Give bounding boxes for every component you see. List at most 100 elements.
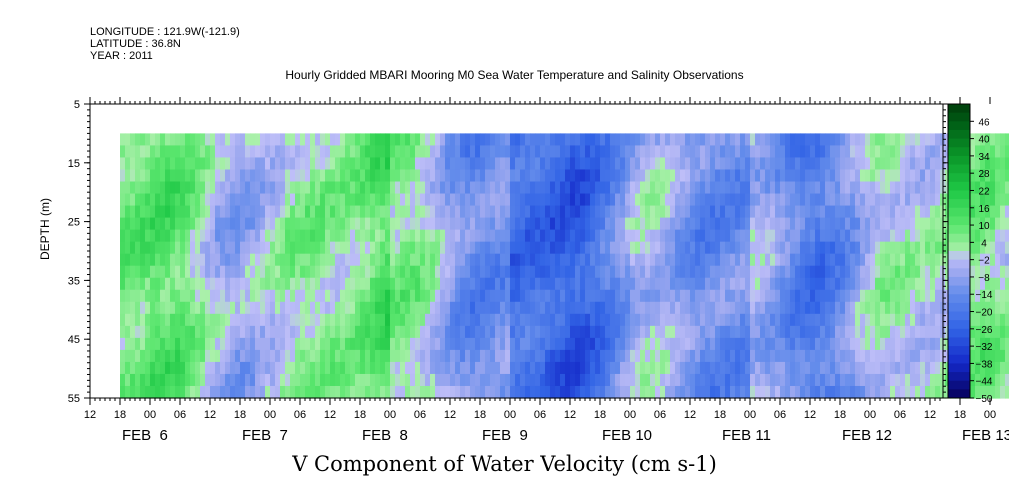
heatmap-cell	[575, 181, 581, 195]
heatmap-cell	[135, 325, 141, 339]
heatmap-cell	[355, 349, 361, 363]
heatmap-cell	[450, 301, 456, 315]
heatmap-cell	[280, 157, 286, 171]
heatmap-cell	[855, 193, 861, 207]
heatmap-cell	[400, 373, 406, 387]
heatmap-cell	[475, 205, 481, 219]
heatmap-cell	[775, 217, 781, 231]
heatmap-cell	[860, 373, 866, 387]
heatmap-cell	[600, 325, 606, 339]
heatmap-cell	[840, 289, 846, 303]
heatmap-cell	[715, 337, 721, 351]
heatmap-cell	[130, 277, 136, 291]
heatmap-cell	[705, 145, 711, 159]
heatmap-cell	[510, 289, 516, 303]
heatmap-cell	[515, 145, 521, 159]
heatmap-cell	[730, 157, 736, 171]
heatmap-cell	[310, 277, 316, 291]
heatmap-cell	[805, 265, 811, 279]
heatmap-cell	[685, 337, 691, 351]
heatmap-cell	[410, 241, 416, 255]
x-tick-label: 06	[774, 409, 786, 421]
heatmap-cell	[850, 205, 856, 219]
heatmap-cell	[460, 253, 466, 267]
heatmap-cell	[575, 277, 581, 291]
heatmap-cell	[920, 361, 926, 375]
heatmap-cell	[1005, 229, 1009, 243]
heatmap-cell	[740, 145, 746, 159]
heatmap-cell	[145, 373, 151, 387]
heatmap-cell	[990, 277, 996, 291]
heatmap-cell	[930, 337, 936, 351]
heatmap-cell	[655, 133, 661, 147]
heatmap-cell	[915, 205, 921, 219]
heatmap-cell	[900, 133, 906, 147]
heatmap-cell	[835, 325, 841, 339]
heatmap-cell	[905, 145, 911, 159]
heatmap-cell	[405, 349, 411, 363]
heatmap-cell	[290, 265, 296, 279]
heatmap-cell	[970, 337, 976, 351]
heatmap-cell	[840, 229, 846, 243]
heatmap-cell	[615, 277, 621, 291]
heatmap-cell	[530, 241, 536, 255]
heatmap-cell	[695, 277, 701, 291]
heatmap-cell	[745, 373, 751, 387]
heatmap-cell	[785, 181, 791, 195]
heatmap-cell	[295, 193, 301, 207]
heatmap-cell	[365, 265, 371, 279]
heatmap-cell	[355, 277, 361, 291]
heatmap-cell	[440, 169, 446, 183]
heatmap-cell	[730, 361, 736, 375]
heatmap-cell	[675, 169, 681, 183]
heatmap-cell	[695, 265, 701, 279]
heatmap-cell	[465, 241, 471, 255]
heatmap-cell	[225, 181, 231, 195]
heatmap-cell	[725, 241, 731, 255]
heatmap-cell	[325, 265, 331, 279]
heatmap-cell	[500, 337, 506, 351]
heatmap-cell	[160, 205, 166, 219]
heatmap-cell	[510, 349, 516, 363]
heatmap-cell	[735, 313, 741, 327]
heatmap-cell	[455, 241, 461, 255]
heatmap-cell	[975, 193, 981, 207]
heatmap-cell	[315, 169, 321, 183]
heatmap-cell	[575, 373, 581, 387]
heatmap-cell	[995, 289, 1001, 303]
heatmap-cell	[460, 145, 466, 159]
heatmap-cell	[345, 265, 351, 279]
heatmap-cell	[840, 385, 846, 399]
heatmap-cell	[610, 361, 616, 375]
heatmap-cell	[320, 277, 326, 291]
heatmap-cell	[520, 385, 526, 399]
heatmap-cell	[210, 277, 216, 291]
heatmap-cell	[700, 217, 706, 231]
heatmap-cell	[830, 325, 836, 339]
heatmap-cell	[880, 181, 886, 195]
heatmap-cell	[160, 181, 166, 195]
heatmap-cell	[855, 241, 861, 255]
heatmap-cell	[580, 157, 586, 171]
heatmap-cell	[450, 193, 456, 207]
heatmap-cell	[520, 289, 526, 303]
heatmap-cell	[245, 373, 251, 387]
heatmap-cell	[895, 217, 901, 231]
heatmap-cell	[810, 325, 816, 339]
heatmap-cell	[885, 157, 891, 171]
heatmap-cell	[305, 361, 311, 375]
heatmap-cell	[295, 361, 301, 375]
heatmap-cell	[855, 361, 861, 375]
heatmap-cell	[605, 313, 611, 327]
heatmap-cell	[400, 229, 406, 243]
heatmap-cell	[760, 325, 766, 339]
colorbar-band	[948, 328, 970, 338]
heatmap-cell	[695, 217, 701, 231]
heatmap-cell	[355, 229, 361, 243]
heatmap-cell	[185, 169, 191, 183]
heatmap-cell	[515, 253, 521, 267]
heatmap-cell	[510, 325, 516, 339]
heatmap-cell	[485, 241, 491, 255]
heatmap-cell	[565, 289, 571, 303]
heatmap-cell	[640, 217, 646, 231]
